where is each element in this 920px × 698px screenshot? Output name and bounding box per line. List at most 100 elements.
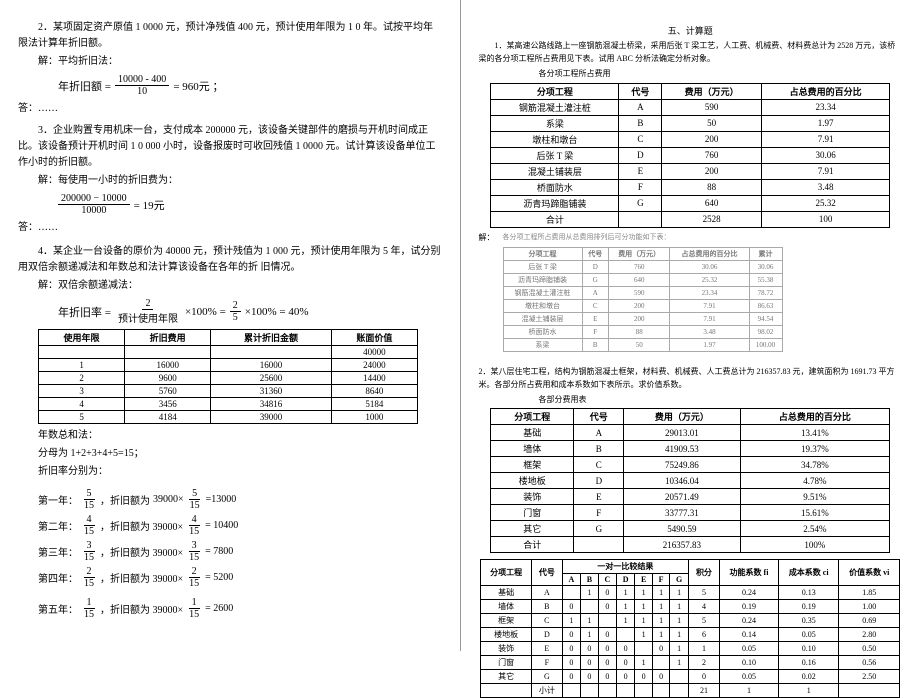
q2-solve-label: 解：平均折旧法： [18, 54, 442, 70]
table-cell: F [582, 325, 608, 338]
year-line: 第五年：115，折旧额为 39000×115 = 2600 [38, 597, 442, 620]
table-cell: B [619, 115, 662, 131]
table-cell: F [574, 505, 624, 521]
table-cell: E [574, 489, 624, 505]
table-cell: 3 [39, 385, 125, 398]
table-cell: F [531, 656, 562, 670]
table-row: 基础A29013.0113.41% [491, 425, 890, 441]
table-cell: A [531, 586, 562, 600]
table-row: 43456348165184 [39, 398, 418, 411]
frac-den2: 15 [186, 552, 202, 563]
table-cell: 0.24 [719, 586, 778, 600]
q2-res: = 960元 ； [173, 78, 223, 94]
table-cell: 1 [670, 656, 689, 670]
gray-table: 分项工程代号费用（万元）占总费用的百分比累计后张 T 梁D76030.0630.… [503, 247, 783, 352]
table-cell: 1.00 [839, 600, 900, 614]
table-cell: 1 [653, 586, 670, 600]
table-cell: 640 [608, 273, 670, 286]
table-header: 功能系数 fi [719, 560, 778, 586]
right-column: 五、计算题 1．某高速公路线路上一座钢筋混凝土桥梁，采用后张 T 梁工艺，人工费… [461, 0, 920, 651]
table-cell: 98.02 [749, 325, 782, 338]
table-header: 累计折旧金额 [211, 330, 332, 346]
table-cell: C [574, 457, 624, 473]
table-cell [635, 642, 653, 656]
table-cell: B [531, 600, 562, 614]
table2: 分项工程代号费用（万元）占总费用的百分比基础A29013.0113.41%墙体B… [490, 408, 890, 553]
table-header: 使用年限 [39, 330, 125, 346]
table-row: 桥面防水F883.4898.02 [503, 325, 782, 338]
table-cell: 1 [617, 600, 635, 614]
year-text: ，折旧额为 39000× [100, 518, 183, 533]
table-cell: 0 [581, 670, 599, 684]
table-cell: D [531, 628, 562, 642]
table-cell [598, 614, 616, 628]
year-res: = 2600 [205, 603, 233, 614]
frac-den: 15 [81, 552, 97, 563]
q3-num: 200000 − 10000 [58, 193, 130, 205]
table-header: 分项工程 [491, 409, 574, 425]
table-cell: 100.00 [749, 338, 782, 351]
table-cell: 760 [662, 147, 762, 163]
depreciation-table: 使用年限折旧费用累计折旧金额账面价值4000011600016000240002… [38, 329, 418, 424]
table-cell: 13.41% [740, 425, 890, 441]
table-row: 楼地板D01011160.140.052.80 [481, 628, 900, 642]
table-cell: C [619, 131, 662, 147]
table-cell: G [531, 670, 562, 684]
table-header: 成本系数 ci [779, 560, 839, 586]
table-cell: 55.38 [749, 273, 782, 286]
table-row: 墩柱和墩台C2007.91 [491, 131, 890, 147]
year-label: 第一年： [38, 492, 78, 507]
year-text: ，折旧额为 39000× [100, 544, 183, 559]
table-cell: 0 [562, 656, 580, 670]
table-cell: 21 [689, 684, 720, 698]
table-cell: 10346.04 [624, 473, 740, 489]
table-subheader: A [562, 574, 580, 586]
q3-res: = 19元 [134, 197, 165, 213]
table-cell: 1 [581, 628, 599, 642]
frac-num: 4 [84, 514, 95, 526]
year-line: 第三年：315，折旧额为 39000×315 = 7800 [38, 540, 442, 563]
table-cell: 0 [653, 642, 670, 656]
q2-num: 10000 - 400 [115, 74, 169, 86]
table-row: 沥青玛蹄脂铺装G64025.32 [491, 195, 890, 211]
table-cell: 5 [689, 586, 720, 600]
table-cell [481, 684, 532, 698]
table-row: 钢筋混凝土灌注桩A59023.34 [491, 99, 890, 115]
table-cell: 640 [662, 195, 762, 211]
table-cell: 1.97 [670, 338, 749, 351]
table-row: 其它G00000000.050.022.50 [481, 670, 900, 684]
table-cell: B [582, 338, 608, 351]
table-cell: 1 [635, 600, 653, 614]
frac-den: 15 [81, 609, 97, 620]
frac-num2: 2 [189, 566, 200, 578]
table-cell: 16000 [211, 359, 332, 372]
table-cell: 混凝土铺装层 [491, 163, 619, 179]
table-cell: G [619, 195, 662, 211]
table-cell: 0 [617, 642, 635, 656]
table-cell: 门窗 [481, 656, 532, 670]
table-subheader: F [653, 574, 670, 586]
table-row: 混凝土铺装层E2007.9194.54 [503, 312, 782, 325]
table-cell: G [574, 521, 624, 537]
table-cell: 86.63 [749, 299, 782, 312]
table-cell: E [582, 312, 608, 325]
table-cell: 7.91 [761, 163, 889, 179]
table-cell: 75249.86 [624, 457, 740, 473]
table-cell: 5 [689, 614, 720, 628]
table-row: 沥青玛蹄脂铺装G64025.3255.38 [503, 273, 782, 286]
table-cell: 桥面防水 [491, 179, 619, 195]
table-cell: 0 [598, 642, 616, 656]
table-cell: 31360 [211, 385, 332, 398]
table-cell [39, 346, 125, 359]
frac-num: 1 [84, 597, 95, 609]
table-row: 其它G5490.592.54% [491, 521, 890, 537]
year-text: ，折旧额为 [100, 492, 150, 507]
table-row: 墙体B41909.5319.37% [491, 441, 890, 457]
table-cell: 9.51% [740, 489, 890, 505]
table-cell [125, 346, 211, 359]
table-header: 累计 [749, 247, 782, 260]
table-cell: A [574, 425, 624, 441]
q3-answer: 答：…… [18, 220, 442, 236]
table-row: 54184390001000 [39, 411, 418, 424]
table-header: 分项工程 [491, 83, 619, 99]
